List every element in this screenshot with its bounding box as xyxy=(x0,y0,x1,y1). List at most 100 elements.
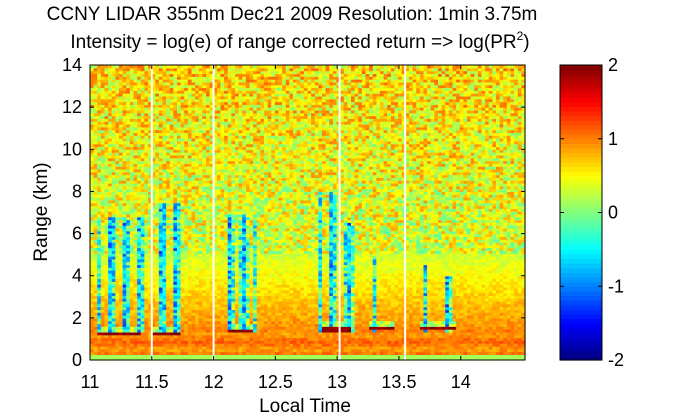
heatmap-cell xyxy=(242,76,247,80)
heatmap-cell xyxy=(253,320,258,325)
heatmap-cell xyxy=(162,163,167,167)
heatmap-cell xyxy=(122,84,127,89)
heatmap-cell xyxy=(148,348,153,353)
heatmap-cell xyxy=(206,312,211,316)
heatmap-cell xyxy=(235,188,240,193)
heatmap-cell xyxy=(198,149,203,153)
heatmap-cell xyxy=(224,230,229,235)
heatmap-cell xyxy=(144,326,149,330)
heatmap-cell xyxy=(242,357,247,361)
heatmap-cell xyxy=(122,121,127,125)
heatmap-cell xyxy=(115,65,120,69)
heatmap-cell xyxy=(206,132,211,136)
heatmap-cell xyxy=(144,323,149,327)
heatmap-cell xyxy=(119,135,124,139)
heatmap-cell xyxy=(187,278,193,282)
heatmap-cell xyxy=(220,303,225,308)
heatmap-cell xyxy=(104,132,109,136)
heatmap-cell xyxy=(155,107,160,111)
heatmap-cell xyxy=(97,281,102,285)
heatmap-cell xyxy=(202,154,207,159)
heatmap-cell xyxy=(169,225,174,229)
heatmap-cell xyxy=(140,331,145,336)
heatmap-cell xyxy=(238,199,243,204)
heatmap-cell xyxy=(213,140,218,145)
heatmap-cell xyxy=(119,317,124,322)
heatmap-cell xyxy=(238,286,243,291)
heatmap-cell xyxy=(227,157,232,162)
heatmap-cell xyxy=(253,67,258,72)
heatmap-cell xyxy=(100,264,106,268)
heatmap-cell xyxy=(242,160,247,164)
heatmap-cell xyxy=(148,213,153,218)
heatmap-cell xyxy=(119,309,124,313)
heatmap-cell xyxy=(119,129,124,134)
heatmap-cell xyxy=(162,180,167,184)
heatmap-cell xyxy=(235,70,240,75)
heatmap-cell xyxy=(245,343,251,347)
heatmap-cell xyxy=(245,289,251,294)
heatmap-cell xyxy=(162,199,167,204)
heatmap-cell xyxy=(119,326,124,330)
heatmap-cell xyxy=(108,233,113,237)
heatmap-cell xyxy=(235,118,240,122)
heatmap-cell xyxy=(133,354,138,358)
heatmap-cell xyxy=(108,236,113,240)
heatmap-cell xyxy=(140,258,145,263)
heatmap-cell xyxy=(100,104,106,108)
heatmap-cell xyxy=(227,126,232,131)
heatmap-cell xyxy=(151,107,156,111)
heatmap-cell xyxy=(104,295,109,299)
heatmap-cell xyxy=(231,227,236,232)
heatmap-cell xyxy=(104,345,109,350)
heatmap-cell xyxy=(224,292,229,296)
heatmap-cell xyxy=(260,270,265,274)
heatmap-cell xyxy=(209,242,214,246)
heatmap-cell xyxy=(148,171,153,176)
heatmap-cell xyxy=(162,185,167,190)
heatmap-cell xyxy=(216,87,222,91)
heatmap-cell xyxy=(151,261,156,266)
heatmap-cell xyxy=(256,236,261,240)
heatmap-cell xyxy=(173,272,178,277)
heatmap-cell xyxy=(224,211,229,215)
heatmap-cell xyxy=(198,236,203,240)
heatmap-cell xyxy=(148,70,153,75)
heatmap-cell xyxy=(220,284,225,288)
heatmap-cell xyxy=(155,67,160,72)
heatmap-cell xyxy=(256,357,261,361)
heatmap-cell xyxy=(119,292,124,296)
heatmap-cell xyxy=(137,337,142,341)
heatmap-cell xyxy=(104,354,109,358)
heatmap-cell xyxy=(137,264,142,268)
heatmap-cell xyxy=(187,146,193,150)
heatmap-cell xyxy=(126,253,131,257)
heatmap-cell xyxy=(148,143,153,148)
heatmap-cell xyxy=(231,250,236,254)
heatmap-cell xyxy=(191,329,196,333)
heatmap-cell xyxy=(100,284,106,288)
heatmap-cell xyxy=(195,301,200,305)
heatmap-cell xyxy=(126,194,131,198)
heatmap-cell xyxy=(97,236,102,240)
heatmap-cell xyxy=(173,357,178,361)
heatmap-cell xyxy=(249,174,254,178)
heatmap-cell xyxy=(133,140,138,145)
heatmap-cell xyxy=(119,312,124,316)
heatmap-cell xyxy=(169,70,174,75)
heatmap-cell xyxy=(104,177,109,181)
heatmap-cell xyxy=(191,258,196,263)
heatmap-cell xyxy=(108,152,113,156)
heatmap-cell xyxy=(227,323,232,327)
heatmap-cell xyxy=(97,250,102,254)
heatmap-cell xyxy=(169,247,174,252)
heatmap-cell xyxy=(100,185,106,190)
heatmap-cell xyxy=(195,317,200,322)
heatmap-cell xyxy=(137,168,142,173)
heatmap-cell xyxy=(209,168,214,173)
heatmap-cell xyxy=(108,140,113,145)
heatmap-cell xyxy=(249,98,254,103)
heatmap-cell xyxy=(104,191,109,195)
heatmap-cell xyxy=(195,199,200,204)
heatmap-cell xyxy=(90,118,95,122)
